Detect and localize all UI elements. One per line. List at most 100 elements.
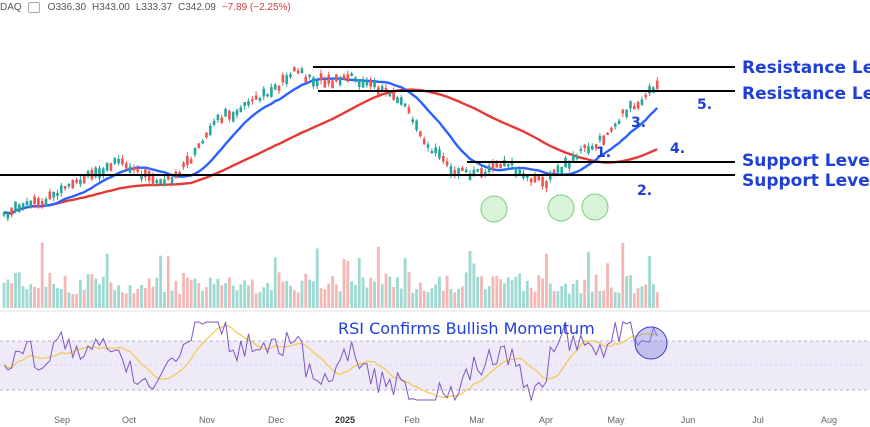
volume-bar — [193, 278, 197, 308]
candle-body — [644, 94, 648, 98]
volume-bar — [117, 285, 120, 308]
volume-bar — [163, 292, 166, 308]
volume-bar — [292, 290, 296, 308]
volume-bar — [602, 290, 606, 308]
candle-body — [98, 168, 101, 179]
x-tick-label: Sep — [54, 415, 70, 425]
low-circle-3 — [581, 193, 609, 221]
volume-bar — [564, 283, 567, 308]
volume-bar — [33, 286, 36, 308]
volume-bar — [79, 279, 82, 308]
change-value: −7.89 (−2.25%) — [221, 2, 291, 13]
candle-body — [166, 175, 170, 180]
volume-bar — [594, 274, 598, 308]
candle-body — [396, 97, 399, 104]
candle-body — [472, 169, 476, 177]
volume-bar — [216, 278, 220, 308]
candle-body — [270, 87, 273, 97]
volume-bar — [270, 290, 273, 308]
candle-body — [461, 167, 464, 172]
volume-bar — [86, 274, 90, 308]
volume-bar — [537, 275, 541, 308]
volume-bar — [17, 272, 21, 308]
volume-bar — [250, 279, 254, 308]
volume-bar — [644, 284, 648, 308]
volume-bar — [438, 276, 441, 308]
volume-bar — [25, 288, 29, 308]
candle-body — [403, 103, 407, 107]
candle-body — [201, 140, 204, 144]
volume-bar — [227, 277, 231, 308]
volume-bar — [315, 248, 319, 308]
candle-body — [281, 74, 285, 83]
volume-bar — [392, 287, 396, 308]
candle-body — [327, 74, 330, 84]
candle-body — [258, 97, 262, 101]
volume-bar — [67, 292, 71, 308]
candle-body — [29, 200, 33, 208]
volume-bar — [548, 283, 552, 308]
candle-body — [273, 84, 277, 90]
volume-bar — [281, 281, 285, 308]
volume-bar — [243, 280, 247, 308]
candle-body — [251, 99, 254, 102]
candle-body — [545, 181, 548, 189]
volume-bar — [262, 287, 266, 308]
volume-bar — [613, 292, 617, 308]
volume-bar — [560, 285, 564, 308]
volume-bar — [476, 277, 480, 308]
candle-body — [155, 180, 159, 184]
wave-label-5: 5. — [697, 97, 712, 113]
volume-bar — [384, 273, 388, 308]
open-value: O336.30 — [47, 2, 87, 13]
candle-body — [476, 168, 479, 172]
candle-body — [480, 168, 483, 178]
candle-body — [533, 175, 537, 183]
volume-bar — [151, 286, 155, 308]
volume-bar — [14, 272, 17, 308]
volume-bar — [503, 283, 506, 308]
volume-bar — [6, 279, 10, 308]
candle-body — [159, 179, 162, 185]
candle-body — [625, 109, 628, 118]
volume-bar — [522, 291, 525, 308]
volume-bar — [587, 251, 590, 308]
candle-body — [602, 135, 606, 145]
volume-bar — [208, 277, 212, 308]
candle-body — [442, 156, 445, 162]
candle-body — [163, 179, 166, 185]
volume-bar — [461, 286, 464, 308]
volume-bar — [174, 281, 178, 308]
volume-bar — [632, 293, 636, 308]
candle-body — [357, 79, 361, 87]
volume-bar — [29, 284, 33, 308]
candle-body — [94, 167, 97, 177]
candle-body — [247, 101, 250, 106]
volume-bar — [71, 293, 75, 308]
volume-bar — [529, 287, 533, 308]
candle-body — [506, 164, 510, 167]
candle-body — [407, 107, 411, 114]
candle-body — [79, 179, 82, 185]
candle-body — [132, 167, 136, 171]
settings-icon[interactable] — [27, 2, 40, 13]
volume-bar — [308, 279, 311, 308]
volume-bar — [182, 272, 185, 308]
volume-bar — [510, 280, 514, 308]
candle-body — [338, 77, 342, 86]
candle-body — [411, 119, 415, 123]
wave-label-1: 1. — [596, 145, 611, 161]
candle-body — [590, 145, 594, 150]
x-tick-label: 2025 — [335, 415, 355, 425]
candle-body — [453, 170, 457, 176]
volume-bar — [59, 288, 63, 308]
rsi-line — [3, 321, 658, 402]
volume-bar — [82, 289, 86, 308]
volume-bar — [373, 281, 376, 308]
volume-bar — [365, 287, 369, 308]
x-tick-label: Dec — [268, 415, 285, 425]
volume-bar — [212, 283, 216, 308]
volume-bar — [396, 277, 399, 308]
candle-body — [354, 77, 357, 81]
candle-body — [212, 120, 216, 125]
